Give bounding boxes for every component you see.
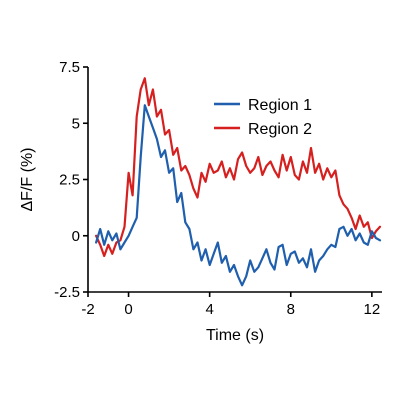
legend-label: Region 2 (248, 121, 312, 138)
series-line-region-1 (95, 104, 382, 287)
legend: Region 1 Region 2 (214, 97, 312, 138)
y-tick-label: -2.5 (54, 284, 80, 301)
plot-area (95, 77, 382, 287)
y-axis-ticks: -2.5 0 2.5 5 7.5 (54, 59, 88, 301)
series-line-region-2 (95, 77, 382, 258)
y-tick-label: 0 (72, 228, 80, 245)
x-tick-label: 0 (124, 301, 132, 318)
y-tick-label: 7.5 (59, 59, 80, 76)
x-tick-label: 12 (364, 301, 381, 318)
x-tick-label: 4 (205, 301, 213, 318)
x-axis-ticks: -2 0 4 8 12 (81, 292, 380, 318)
x-tick-label: 8 (287, 301, 295, 318)
y-tick-label: 2.5 (59, 172, 80, 189)
y-tick-label: 5 (72, 115, 80, 132)
legend-label: Region 1 (248, 97, 312, 114)
x-axis-title: Time (s) (206, 327, 264, 344)
y-axis-title: ΔF/F (%) (19, 147, 36, 211)
x-tick-label: -2 (81, 301, 94, 318)
series-layer (95, 77, 382, 287)
